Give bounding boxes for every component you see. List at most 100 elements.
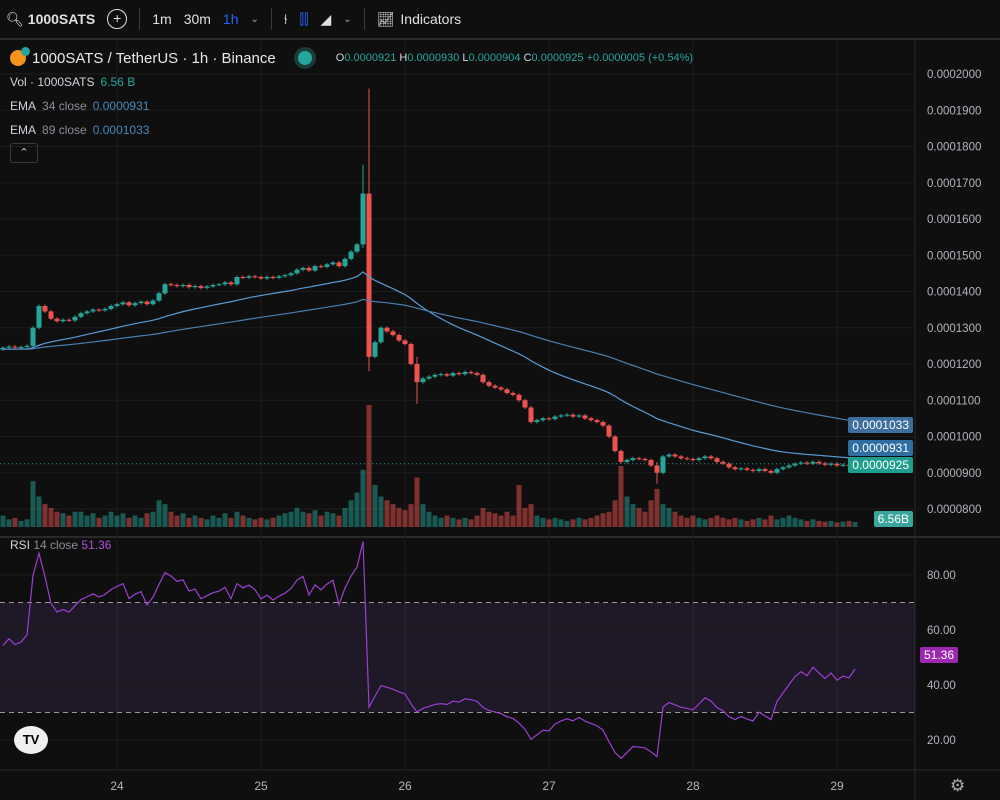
compare-button[interactable]: + [101,0,133,39]
volume-bar [654,488,660,527]
price-tick-label: 0.0001000 [927,432,981,444]
volume-bar [342,507,348,527]
volume-bar [756,517,762,527]
candle-body [774,469,780,473]
candle-body [36,306,42,328]
volume-bar [312,510,318,527]
interval-1m[interactable]: 1m [152,11,172,27]
interval-1h[interactable]: 1h [222,11,239,27]
volume-legend[interactable]: Vol · 1000SATS 6.56 B [10,75,136,89]
candle-body [174,284,180,287]
candle-body [666,454,672,457]
candlestick-chart-type-icon[interactable]: ⫿⫿ [299,10,309,27]
symbol-search[interactable]: 🔍︎ 1000SATS [0,0,101,39]
candle-body [390,331,396,335]
candle-body [570,414,576,417]
ema89-legend[interactable]: EMA 89 close 0.0001033 [10,123,150,137]
tradingview-logo[interactable]: TV [14,726,48,754]
chart-legend: 1000SATS / TetherUS · 1h · Binance O0.00… [10,46,693,142]
interval-dropdown-chevron-down-icon[interactable]: ⌄ [250,13,259,25]
volume-bar [588,517,594,527]
candle-body [582,415,588,419]
price-tick-label: 0.0001500 [927,250,981,262]
volume-bar [726,519,732,527]
price-tick-label: 0.0001400 [927,287,981,299]
volume-bar [288,511,294,527]
candle-body [408,344,414,364]
candle-body [348,251,354,259]
candle-body [180,284,186,287]
candle-body [108,306,114,309]
candle-body [342,258,348,267]
candle-body [648,460,654,466]
volume-bar [624,496,630,527]
indicators-icon: 📈︎ [376,10,395,27]
volume-bar [306,513,312,527]
volume-bar [294,507,300,527]
collapse-legend-chevron-up-icon[interactable]: ⌃ [10,143,38,163]
candle-body [546,418,552,420]
candle-body [708,456,714,459]
price-tick-label: 0.0001700 [927,178,981,190]
volume-bar [252,519,258,527]
area-chart-type-icon[interactable]: ◢ [320,10,332,27]
bar-chart-type-icon[interactable]: ⫮ [283,10,288,27]
volume-bar [462,517,468,527]
candle-body [192,286,198,288]
volume-bar [96,517,102,527]
candle-body [684,458,690,460]
candle-body [714,458,720,462]
candle-body [48,311,54,319]
volume-bar [822,521,828,527]
candle-body [672,454,678,457]
candle-body [486,382,492,386]
volume-bar [156,500,162,527]
volume-bar [738,519,744,527]
volume-bar [642,511,648,527]
interval-30m[interactable]: 30m [183,11,211,27]
volume-bar [396,507,402,527]
candle-body [468,371,474,374]
candle-body [318,266,324,268]
volume-bar [504,511,510,527]
volume-bar [102,515,108,527]
candle-body [6,346,12,348]
candle-body [498,387,504,390]
volume-bar [78,511,84,527]
volume-bar [666,507,672,527]
candle-body [234,277,240,285]
volume-bar [408,504,414,527]
candle-body [438,374,444,376]
volume-bar [360,469,366,527]
ema34-legend[interactable]: EMA 34 close 0.0000931 [10,99,150,113]
symbol-legend-row[interactable]: 1000SATS / TetherUS · 1h · Binance O0.00… [10,46,693,70]
volume-bar [180,513,186,527]
candle-body [816,461,822,464]
volume-bar [606,511,612,527]
candle-body [720,461,726,464]
candle-body [624,460,630,462]
chart-type-dropdown-chevron-down-icon[interactable]: ⌄ [343,13,352,25]
candle-body [78,313,84,317]
volume-bar [132,515,138,527]
candle-body [210,284,216,287]
volume-bar [552,517,558,527]
volume-bar [468,519,474,527]
rsi-legend[interactable]: RSI 14 close 51.36 [10,538,112,552]
volume-bar [474,515,480,527]
volume-bar [618,466,624,527]
candle-body [282,275,288,277]
indicators-button[interactable]: 📈︎ Indicators [371,0,467,39]
volume-bar [120,513,126,527]
candle-body [204,286,210,288]
volume-bar [540,517,546,527]
gear-icon[interactable]: ⚙ [950,776,966,795]
candle-body [744,468,750,470]
candle-body [30,327,36,346]
candle-body [384,327,390,332]
candle-body [360,193,366,245]
candle-body [534,420,540,422]
volume-bar [498,515,504,527]
volume-bar [762,519,768,527]
